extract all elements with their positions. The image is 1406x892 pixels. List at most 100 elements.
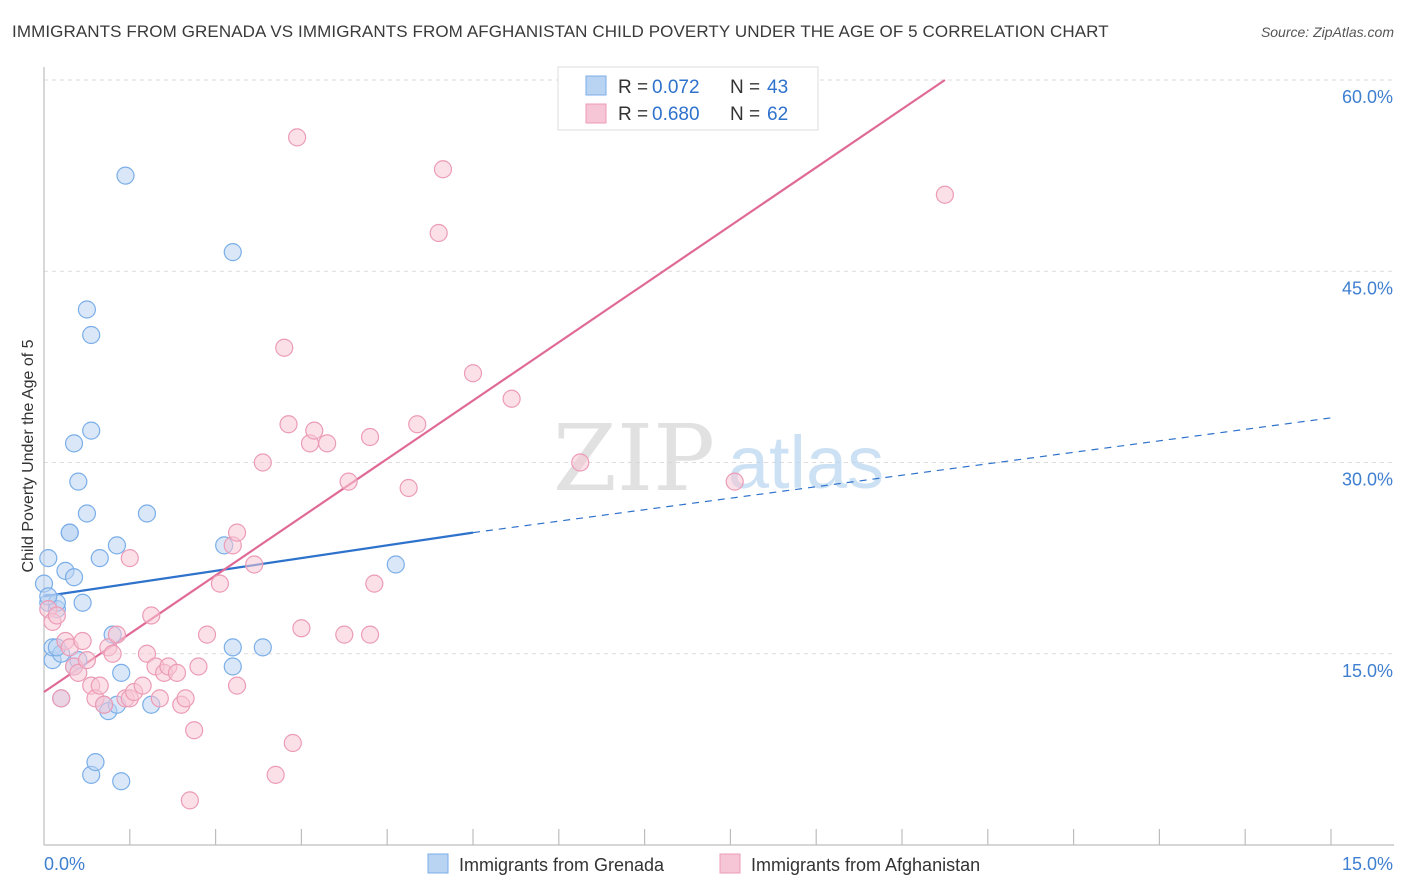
point-grenada-29 bbox=[116, 166, 135, 185]
point-afghanistan-58 bbox=[433, 160, 453, 179]
n-label-afghanistan: N = bbox=[730, 104, 760, 125]
point-afghanistan-22 bbox=[137, 644, 157, 663]
point-grenada-34 bbox=[223, 657, 242, 676]
point-afghanistan-54 bbox=[360, 625, 380, 644]
point-afghanistan-33 bbox=[189, 657, 208, 676]
r-label-afghanistan: R = bbox=[618, 104, 648, 125]
point-afghanistan-56 bbox=[408, 415, 427, 434]
n-label-grenada: N = bbox=[730, 77, 760, 98]
point-afghanistan-55 bbox=[399, 478, 418, 498]
y-axis-label: Child Poverty Under the Age of 5 bbox=[20, 339, 37, 572]
y-tick-label-1: 30.0% bbox=[1342, 470, 1393, 490]
point-grenada-30 bbox=[137, 504, 157, 523]
point-grenada-2 bbox=[39, 549, 58, 568]
point-afghanistan-63 bbox=[935, 185, 955, 204]
point-grenada-28 bbox=[112, 772, 131, 791]
point-afghanistan-61 bbox=[571, 453, 590, 472]
point-grenada-26 bbox=[107, 536, 127, 555]
point-afghanistan-59 bbox=[463, 364, 483, 383]
point-afghanistan-50 bbox=[335, 625, 354, 644]
point-afghanistan-7 bbox=[69, 663, 88, 682]
y-tick-label-3: 60.0% bbox=[1342, 87, 1393, 107]
axes bbox=[43, 67, 1394, 846]
point-afghanistan-25 bbox=[150, 689, 169, 708]
point-afghanistan-32 bbox=[185, 721, 204, 740]
point-afghanistan-3 bbox=[52, 689, 71, 708]
point-afghanistan-41 bbox=[266, 765, 285, 784]
point-afghanistan-46 bbox=[292, 619, 311, 638]
point-grenada-16 bbox=[73, 593, 92, 612]
x-tick-label-0: 0.0% bbox=[44, 854, 85, 874]
r-value-afghanistan: 0.680 bbox=[652, 104, 700, 125]
point-grenada-20 bbox=[82, 421, 101, 440]
watermark: ZIP atlas bbox=[553, 405, 884, 512]
trend-line-afghanistan bbox=[43, 79, 946, 693]
chart-title: IMMIGRANTS FROM GRENADA VS IMMIGRANTS FR… bbox=[12, 22, 1109, 41]
svg-text:R = 0.072 N =: R = 0.072 N = 43 R = 0.680 N = 62 bbox=[618, 77, 793, 125]
point-afghanistan-23 bbox=[142, 606, 161, 625]
point-grenada-35 bbox=[223, 243, 242, 262]
point-afghanistan-9 bbox=[77, 651, 97, 670]
point-afghanistan-52 bbox=[360, 427, 380, 447]
legend-swatch-afghanistan bbox=[719, 853, 741, 874]
point-afghanistan-60 bbox=[502, 389, 521, 408]
point-grenada-17 bbox=[77, 504, 97, 523]
point-afghanistan-49 bbox=[318, 434, 337, 453]
data-points bbox=[34, 128, 955, 810]
point-grenada-13 bbox=[64, 568, 84, 587]
y-tick-label-2: 45.0% bbox=[1342, 278, 1393, 298]
point-afghanistan-48 bbox=[305, 421, 324, 440]
point-grenada-36 bbox=[253, 638, 272, 657]
x-ticks bbox=[129, 829, 1332, 845]
point-grenada-22 bbox=[86, 753, 105, 772]
point-afghanistan-57 bbox=[429, 223, 448, 243]
legend-swatch-grenada bbox=[427, 853, 449, 874]
point-afghanistan-37 bbox=[227, 523, 247, 542]
trend-lines bbox=[43, 79, 1332, 693]
point-grenada-19 bbox=[82, 325, 101, 345]
point-grenada-18 bbox=[77, 300, 97, 319]
point-grenada-11 bbox=[60, 523, 79, 542]
point-afghanistan-53 bbox=[365, 574, 384, 593]
y-tick-labels: 15.0% 30.0% 45.0% 60.0% bbox=[1342, 87, 1393, 681]
x-tick-label-1: 15.0% bbox=[1342, 854, 1393, 874]
point-afghanistan-15 bbox=[103, 644, 122, 663]
point-afghanistan-35 bbox=[210, 574, 229, 593]
stats-legend: R = 0.072 N = 43 R = 0.680 N = 62 bbox=[557, 66, 819, 131]
point-afghanistan-62 bbox=[725, 472, 744, 491]
point-grenada-33 bbox=[223, 638, 242, 657]
point-grenada-27 bbox=[112, 663, 131, 682]
point-afghanistan-21 bbox=[133, 676, 152, 695]
trend-line-grenada-extension bbox=[472, 417, 1332, 534]
point-afghanistan-12 bbox=[90, 676, 109, 695]
point-afghanistan-39 bbox=[245, 555, 264, 574]
chart-source: Source: ZipAtlas.com bbox=[1260, 24, 1394, 40]
point-afghanistan-45 bbox=[288, 128, 307, 147]
legend-label-afghanistan: Immigrants from Afghanistan bbox=[751, 855, 980, 875]
point-afghanistan-44 bbox=[283, 733, 302, 753]
point-grenada-37 bbox=[386, 555, 405, 574]
legend-label-grenada: Immigrants from Grenada bbox=[459, 855, 665, 875]
watermark-atlas: atlas bbox=[728, 421, 884, 504]
stats-legend-swatch-afghanistan bbox=[585, 103, 607, 124]
point-afghanistan-43 bbox=[279, 415, 298, 434]
point-afghanistan-51 bbox=[339, 472, 358, 491]
point-afghanistan-31 bbox=[180, 791, 199, 810]
n-value-grenada: 43 bbox=[767, 77, 788, 98]
point-grenada-23 bbox=[90, 549, 109, 568]
stats-legend-swatch-grenada bbox=[585, 75, 607, 96]
y-tick-label-0: 15.0% bbox=[1342, 661, 1393, 681]
r-value-grenada: 0.072 bbox=[652, 77, 700, 98]
point-afghanistan-38 bbox=[227, 676, 247, 695]
series-legend: Immigrants from Grenada Immigrants from … bbox=[427, 853, 980, 875]
x-tick-labels: 0.0% 15.0% bbox=[44, 854, 1393, 874]
point-afghanistan-34 bbox=[197, 625, 217, 644]
point-grenada-12 bbox=[64, 434, 84, 453]
point-afghanistan-28 bbox=[167, 663, 187, 682]
point-afghanistan-30 bbox=[176, 689, 195, 708]
point-afghanistan-13 bbox=[94, 695, 114, 714]
point-afghanistan-16 bbox=[107, 625, 127, 644]
n-value-afghanistan: 62 bbox=[767, 104, 788, 125]
point-grenada-15 bbox=[69, 472, 88, 491]
